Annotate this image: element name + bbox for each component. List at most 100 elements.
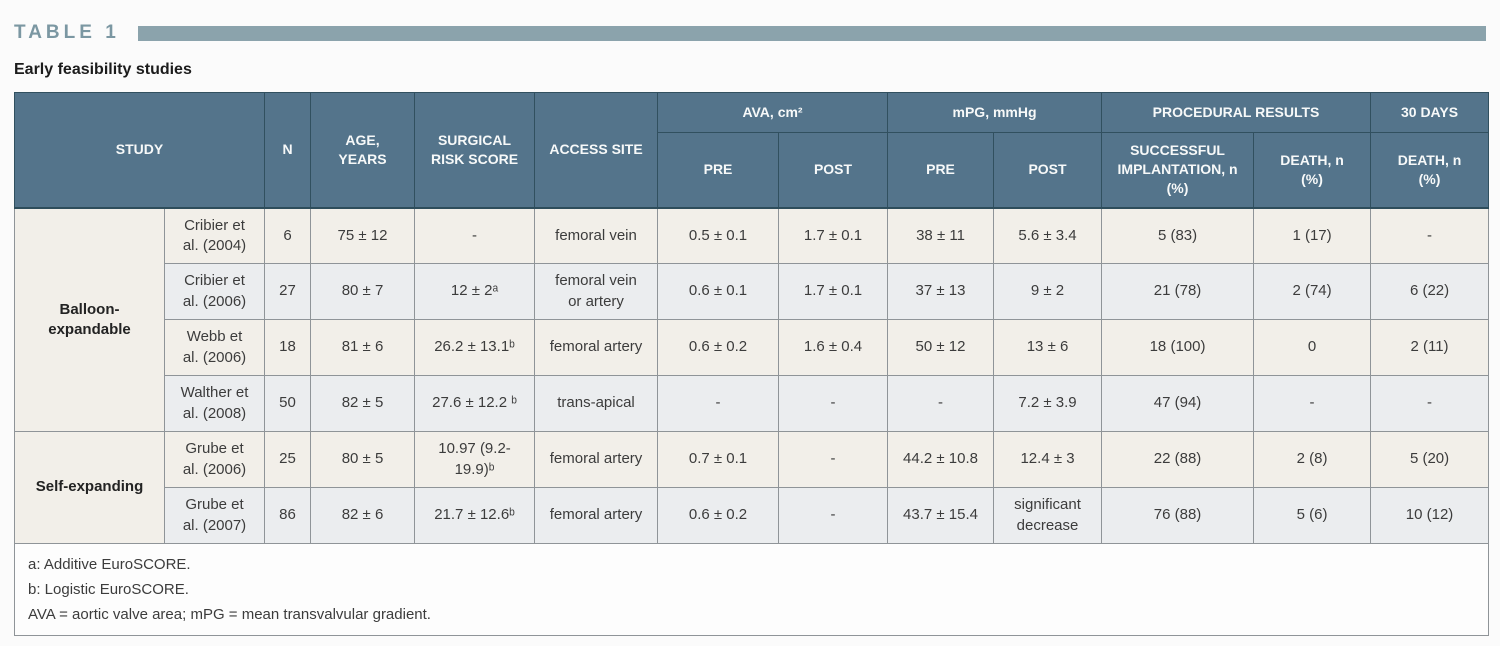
table-row: Grube et al. (2007) 86 82 ± 6 21.7 ± 12.… [15,487,1490,544]
col-header-study: STUDY [13,92,266,208]
cell-risk-score: 21.7 ± 12.6ᵇ [414,487,536,544]
header-row-subcolumns: PRE POST PRE POST SUCCESSFUL IMPLANTATIO… [15,132,1490,208]
cell-access-site: trans-apical [534,375,659,432]
cell-ava-pre: - [657,375,780,432]
cell-risk-score: 12 ± 2ᵃ [414,263,536,320]
footnotes: a: Additive EuroSCORE. b: Logistic EuroS… [13,543,1490,636]
col-header-ava-post: POST [778,132,889,208]
group-header-procedural-results: PROCEDURAL RESULTS [1101,92,1372,133]
cell-death: - [1253,375,1372,432]
col-header-ava-pre: PRE [657,132,780,208]
cell-mpg-post: significant decrease [993,487,1103,544]
group-header-mpg: mPG, mmHg [887,92,1103,133]
table-row: Balloon-expandable Cribier et al. (2004)… [14,206,1490,432]
col-header-surgical-risk-score: SURGICAL RISK SCORE [414,92,536,208]
cell-death: 1 (17) [1253,206,1372,264]
cell-mpg-pre: 50 ± 12 [887,319,995,376]
cell-mpg-post: 7.2 ± 3.9 [993,375,1103,432]
cell-death: 2 (8) [1253,431,1372,488]
cell-ava-post: 1.7 ± 0.1 [778,263,889,320]
col-header-mpg-pre: PRE [887,132,995,208]
table-row: Walther et al. (2008) 50 82 ± 5 27.6 ± 1… [15,375,1490,432]
cell-risk-score: 26.2 ± 13.1ᵇ [414,319,536,376]
table-caption: Early feasibility studies [14,61,192,78]
cell-death-30d: - [1370,206,1490,264]
row-group-label-self-expanding: Self-expanding [14,431,165,544]
header-row-groups: STUDY N AGE, YEARS SURGICAL RISK SCORE A… [13,92,1490,208]
table-body: Balloon-expandable Cribier et al. (2004)… [14,206,1490,544]
cell-ava-pre: 0.6 ± 0.2 [657,487,780,544]
cell-ava-pre: 0.5 ± 0.1 [657,206,780,264]
cell-ava-post: - [778,487,889,544]
cell-risk-score: 27.6 ± 12.2 ᵇ [414,375,536,432]
cell-n: 86 [264,487,312,544]
cell-access-site: femoral artery [534,431,659,488]
table-row: Self-expanding Grube et al. (2006) 25 80… [14,431,1490,544]
cell-implantation: 76 (88) [1101,487,1255,544]
cell-study: Cribier et al. (2006) [163,263,266,320]
row-group-label-balloon-expandable: Balloon-expandable [14,206,165,432]
footnote: b: Logistic EuroSCORE. [28,581,189,598]
cell-ava-pre: 0.6 ± 0.2 [657,319,780,376]
footnote: a: Additive EuroSCORE. [28,556,191,573]
table-header: STUDY N AGE, YEARS SURGICAL RISK SCORE A… [13,92,1490,208]
col-header-access-site: ACCESS SITE [534,92,659,208]
col-header-successful-implantation: SUCCESSFUL IMPLANTATION, n (%) [1101,132,1255,208]
col-header-age-years: AGE, YEARS [310,92,416,208]
group-header-30-days: 30 DAYS [1370,92,1490,133]
table-title-row: TABLE 1 [14,22,1488,44]
cell-age: 80 ± 5 [310,431,416,488]
cell-study: Grube et al. (2007) [163,487,266,544]
cell-study: Cribier et al. (2004) [163,206,266,264]
cell-implantation: 21 (78) [1101,263,1255,320]
cell-ava-pre: 0.7 ± 0.1 [657,431,780,488]
cell-study: Grube et al. (2006) [163,431,266,488]
cell-access-site: femoral artery [534,319,659,376]
cell-death-30d: 5 (20) [1370,431,1490,488]
cell-access-site: femoral vein [534,206,659,264]
cell-mpg-pre: 43.7 ± 15.4 [887,487,995,544]
cell-death-30d: 10 (12) [1370,487,1490,544]
col-header-mpg-post: POST [993,132,1103,208]
cell-n: 6 [264,206,312,264]
cell-ava-pre: 0.6 ± 0.1 [657,263,780,320]
cell-ava-post: - [778,431,889,488]
cell-study: Walther et al. (2008) [163,375,266,432]
cell-mpg-pre: 44.2 ± 10.8 [887,431,995,488]
title-bar-rule [137,25,1486,41]
group-header-ava: AVA, cm² [657,92,889,133]
cell-death: 5 (6) [1253,487,1372,544]
col-header-n: N [264,92,312,208]
col-header-death-30-days: DEATH, n (%) [1370,132,1490,208]
cell-age: 82 ± 6 [310,487,416,544]
cell-implantation: 22 (88) [1101,431,1255,488]
table-label: TABLE 1 [14,22,120,43]
cell-death-30d: 2 (11) [1370,319,1490,376]
cell-age: 80 ± 7 [310,263,416,320]
cell-n: 25 [264,431,312,488]
cell-implantation: 47 (94) [1101,375,1255,432]
col-header-death: DEATH, n (%) [1253,132,1372,208]
cell-mpg-post: 5.6 ± 3.4 [993,206,1103,264]
cell-age: 75 ± 12 [310,206,416,264]
cell-mpg-post: 9 ± 2 [993,263,1103,320]
cell-implantation: 5 (83) [1101,206,1255,264]
cell-n: 18 [264,319,312,376]
cell-death: 0 [1253,319,1372,376]
cell-age: 82 ± 5 [310,375,416,432]
cell-risk-score: 10.97 (9.2-19.9)ᵇ [414,431,536,488]
footnotes-row: a: Additive EuroSCORE. b: Logistic EuroS… [13,543,1490,636]
cell-n: 27 [264,263,312,320]
cell-death-30d: - [1370,375,1490,432]
cell-ava-post: - [778,375,889,432]
table-footer: a: Additive EuroSCORE. b: Logistic EuroS… [13,543,1490,636]
table-row: Cribier et al. (2006) 27 80 ± 7 12 ± 2ᵃ … [15,263,1490,320]
feasibility-studies-table: STUDY N AGE, YEARS SURGICAL RISK SCORE A… [13,92,1490,636]
cell-ava-post: 1.7 ± 0.1 [778,206,889,264]
cell-ava-post: 1.6 ± 0.4 [778,319,889,376]
table-row: Webb et al. (2006) 18 81 ± 6 26.2 ± 13.1… [15,319,1490,376]
cell-implantation: 18 (100) [1101,319,1255,376]
cell-risk-score: - [414,206,536,264]
cell-study: Webb et al. (2006) [163,319,266,376]
